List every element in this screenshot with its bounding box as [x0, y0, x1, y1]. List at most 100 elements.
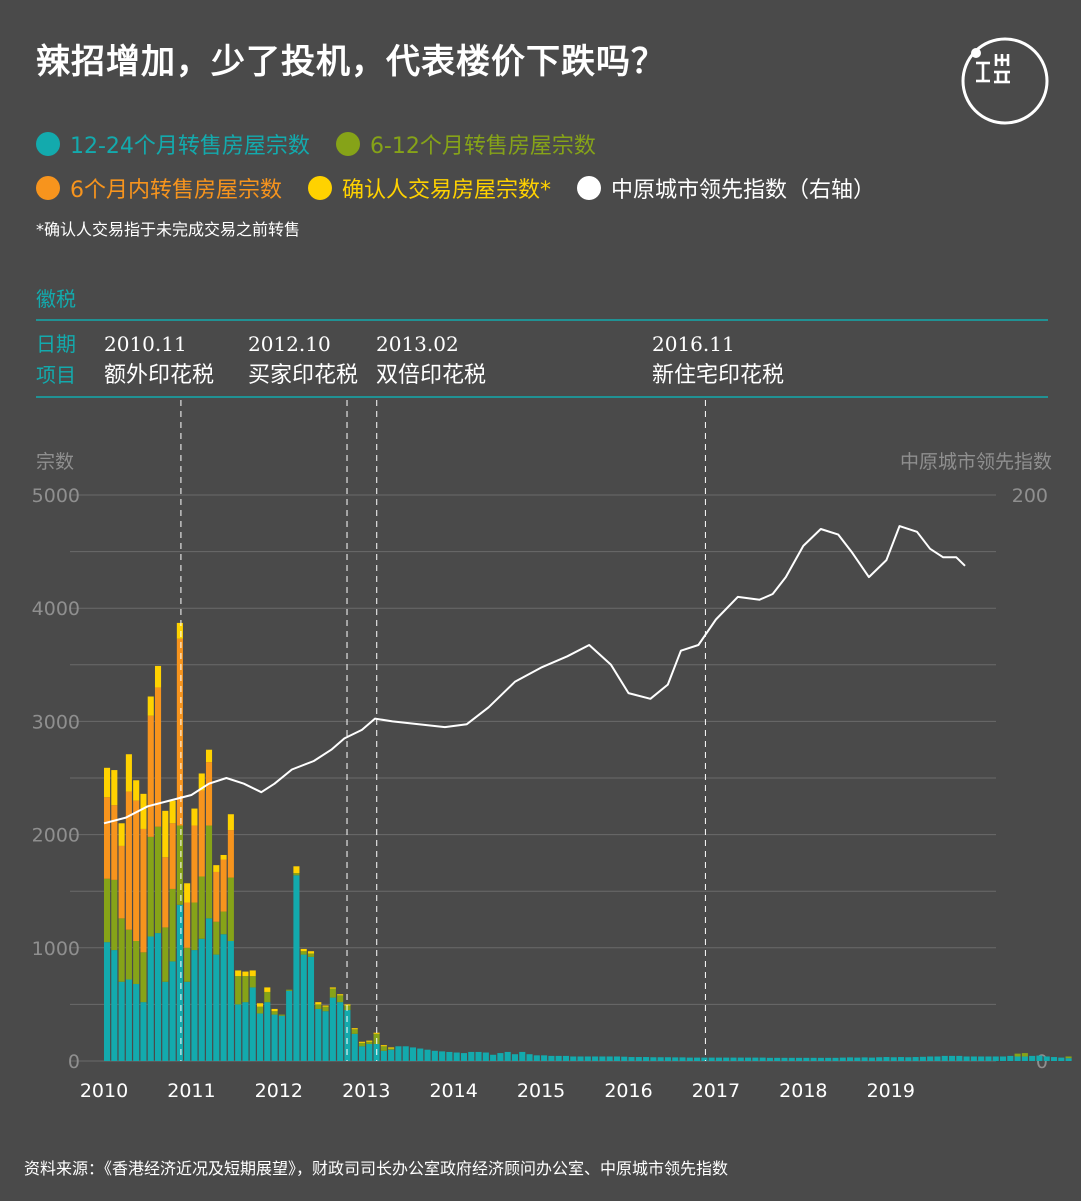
bar-segment [315, 1008, 322, 1061]
bar-segment [774, 1057, 781, 1061]
bar-segment [628, 1057, 635, 1061]
bar-segment [198, 876, 205, 939]
tax-event-date: 2010.11 [104, 332, 187, 356]
legend-item-12-24-months: 12-24个月转售房屋宗数 [36, 128, 310, 160]
bar-segment [307, 951, 315, 954]
bar-segment [912, 1057, 919, 1061]
bar-segment [300, 948, 307, 952]
bar-segment [482, 1052, 489, 1061]
bar-segment [162, 927, 169, 982]
bar-segment [788, 1057, 795, 1061]
bar-segment [825, 1057, 832, 1061]
bar-segment [147, 936, 154, 1061]
bar-segment [613, 1056, 620, 1061]
bar-segment [125, 791, 132, 930]
bar-segment [599, 1056, 606, 1061]
bar-segment [104, 942, 111, 1061]
bar-segment [577, 1056, 584, 1061]
bar-segment [497, 1053, 504, 1061]
bar-segment [351, 1028, 358, 1030]
bar-segment [104, 767, 111, 798]
bar-segment [854, 1057, 861, 1061]
bar-segment [235, 976, 242, 1005]
bar-segment [468, 1051, 475, 1061]
bar-segment [125, 979, 132, 1061]
legend-item-confirmor: 确认人交易房屋宗数* [308, 172, 551, 204]
bar-segment [125, 754, 132, 792]
x-tick-label: 2011 [167, 1080, 215, 1102]
bar-segment [541, 1055, 548, 1061]
tax-event-name: 买家印花税 [248, 363, 358, 388]
bar-segment [737, 1057, 744, 1061]
bar-segment [220, 854, 227, 860]
bar-segment [1014, 1053, 1021, 1057]
bar-segment [351, 1033, 358, 1061]
bar-segment [169, 800, 176, 824]
bar-segment [446, 1051, 453, 1061]
bar-segment [592, 1056, 599, 1061]
bar-segment [373, 1032, 380, 1034]
bar-segment [635, 1057, 642, 1061]
bar-segment [176, 622, 183, 639]
bar-segment [293, 875, 300, 1061]
bar-segment [249, 987, 256, 1061]
bar-segment [169, 961, 176, 1061]
tax-event-date: 2016.11 [652, 332, 735, 356]
orange-dot-icon [36, 176, 60, 200]
bar-segment [890, 1057, 897, 1061]
logo-icon [961, 37, 1049, 125]
bar-segment [745, 1057, 752, 1061]
bar-segment [358, 1042, 366, 1047]
bar-segment [154, 687, 162, 827]
bar-segment [249, 970, 256, 977]
bar-segment [752, 1057, 759, 1061]
bar-segment [133, 984, 140, 1061]
bar-segment [278, 1014, 285, 1016]
bar-segment [286, 990, 293, 1061]
x-tick-label: 2016 [604, 1080, 652, 1102]
bar-segment [650, 1057, 657, 1061]
bar-segment [111, 805, 118, 880]
bar-segment [162, 857, 169, 928]
bar-segment [213, 954, 220, 1061]
bar-segment [307, 953, 315, 957]
bar-segment [883, 1057, 890, 1061]
bar-segment [1021, 1053, 1028, 1057]
bar-segment [1065, 1056, 1072, 1059]
bar-segment [337, 994, 344, 996]
bar-segment [847, 1057, 854, 1061]
bar-segment [315, 1002, 322, 1005]
tax-date-label: 日期 [36, 332, 76, 356]
bar-segment [256, 1003, 264, 1007]
bar-segment [504, 1051, 511, 1061]
green-dot-icon [335, 132, 360, 156]
bar-segment [118, 981, 125, 1061]
bar-segment [256, 1013, 264, 1061]
tax-event-date: 2012.10 [248, 332, 331, 356]
y-tick-label: 1000 [32, 938, 80, 960]
bar-segment [570, 1056, 577, 1061]
bar-segment [293, 873, 300, 876]
y-tick-label: 3000 [32, 711, 80, 733]
bar-segment [140, 1002, 147, 1061]
bar-segment [672, 1057, 679, 1061]
bar-segment [322, 1005, 329, 1007]
bar-segment [759, 1057, 766, 1061]
bar-segment [329, 987, 336, 989]
bar-segment [147, 696, 154, 716]
bar-segment [169, 823, 176, 889]
bar-segment [358, 1041, 366, 1043]
bar-segment [621, 1056, 628, 1061]
legend-item-index: 中原城市领先指数（右轴） [577, 172, 875, 204]
bar-segment [315, 1004, 322, 1009]
bar-segment [380, 1046, 387, 1051]
bar-segment [606, 1056, 613, 1061]
bar-segment [366, 1041, 373, 1045]
bar-segment [147, 836, 154, 937]
index-line [103, 525, 966, 825]
bar-segment [227, 877, 234, 942]
bar-segment [388, 1047, 395, 1049]
bar-segment [839, 1057, 846, 1061]
bar-segment [526, 1054, 533, 1061]
y-tick-label: 0 [68, 1051, 80, 1073]
